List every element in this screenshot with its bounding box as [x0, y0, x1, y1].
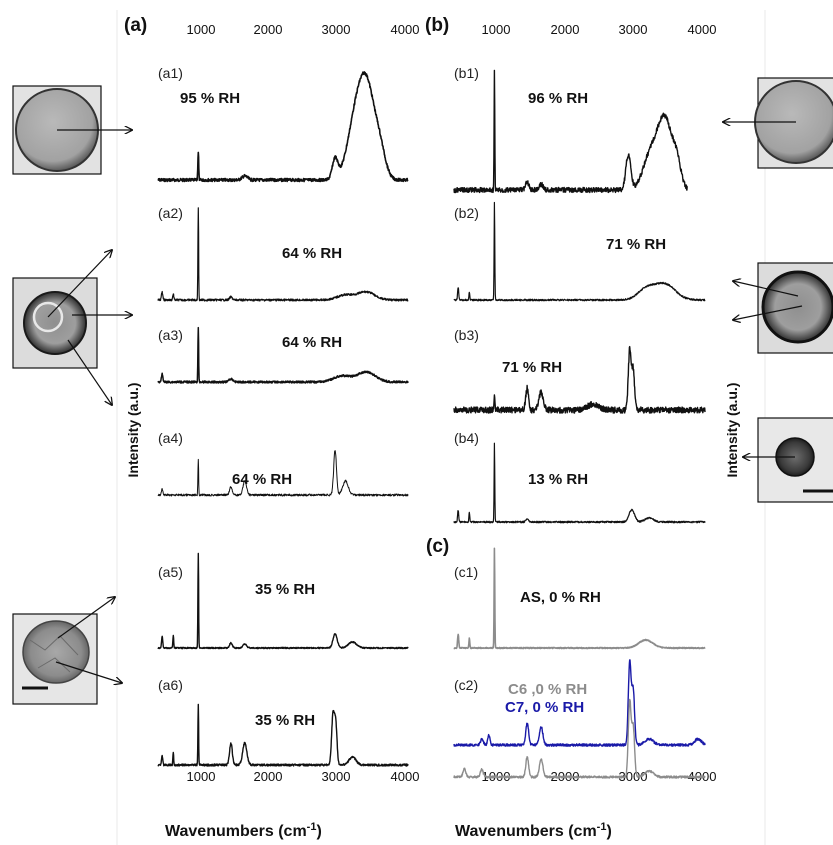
rh-label-b3: 71 % RH	[502, 359, 562, 376]
bottom-tick-labels-a: 1000 2000 3000 4000	[187, 769, 420, 784]
sub-label-b4: (b4)	[454, 430, 479, 446]
arrow-icon	[55, 661, 122, 683]
micrograph-droplet-71rh	[757, 262, 833, 354]
arrow-icon	[57, 597, 115, 639]
rh-label-a5: 35 % RH	[255, 581, 315, 598]
tick-label: 3000	[322, 769, 351, 784]
rh-label-b1: 96 % RH	[528, 90, 588, 107]
rh-label-a1: 95 % RH	[180, 90, 240, 107]
y-axis-title-right: Intensity (a.u.)	[724, 383, 740, 478]
rh-label-a4: 64 % RH	[232, 471, 292, 488]
rh-label-a6: 35 % RH	[255, 712, 315, 729]
x-axis-title-left: Wavenumbers (cm-1)	[165, 821, 322, 840]
tick-label: 2000	[254, 22, 283, 37]
spectrum-c2-blue	[453, 659, 706, 747]
rh-label-b4: 13 % RH	[528, 471, 588, 488]
spectrum-a2	[157, 207, 409, 302]
spectra-layer	[157, 69, 706, 779]
tick-label: 2000	[551, 22, 580, 37]
top-tick-labels-b: 1000 2000 3000 4000	[482, 22, 717, 37]
panel-letter-b: (b)	[425, 15, 449, 36]
rh-label-c6: C6 ,0 % RH	[508, 681, 587, 698]
arrow-icon	[733, 281, 799, 297]
sub-label-a4: (a4)	[158, 430, 183, 446]
micrograph-particle-13rh	[757, 417, 833, 503]
sub-label-a5: (a5)	[158, 564, 183, 580]
spectrum-a3	[157, 326, 409, 384]
tick-label: 3000	[322, 22, 351, 37]
arrow-icon	[733, 305, 803, 320]
rh-label-b2: 71 % RH	[606, 236, 666, 253]
micrograph-droplet-64rh	[12, 277, 98, 369]
spectrum-a5	[157, 552, 409, 650]
tick-label: 4000	[391, 22, 420, 37]
sub-label-b1: (b1)	[454, 65, 479, 81]
sub-label-a3: (a3)	[158, 327, 183, 343]
micrograph-particle-35rh	[12, 613, 98, 705]
sub-label-c1: (c1)	[454, 564, 478, 580]
spectrum-a6	[157, 703, 409, 767]
rh-label-a2: 64 % RH	[282, 245, 342, 262]
tick-label: 4000	[688, 22, 717, 37]
spectrum-b1	[453, 69, 688, 194]
sub-label-b2: (b2)	[454, 205, 479, 221]
tick-label: 2000	[254, 769, 283, 784]
spectrum-b4	[453, 442, 706, 524]
tick-label: 4000	[391, 769, 420, 784]
rh-label-a3: 64 % RH	[282, 334, 342, 351]
arrow-icon	[47, 250, 112, 318]
arrow-icon	[67, 339, 112, 405]
sub-label-b3: (b3)	[454, 327, 479, 343]
sub-label-a2: (a2)	[158, 205, 183, 221]
tick-label: 1000	[187, 22, 216, 37]
y-axis-title-left: Intensity (a.u.)	[125, 383, 141, 478]
rh-label-c7: C7, 0 % RH	[505, 699, 584, 716]
panel-letter-c: (c)	[426, 536, 449, 557]
tick-label: 1000	[187, 769, 216, 784]
sub-label-c2: (c2)	[454, 677, 478, 693]
sub-label-a1: (a1)	[158, 65, 183, 81]
panel-letter-a: (a)	[124, 15, 147, 36]
spectrum-c1	[453, 547, 706, 650]
micrograph-droplet-96rh	[754, 77, 833, 169]
spectrum-a1	[157, 71, 409, 183]
rh-label-c1: AS, 0 % RH	[520, 589, 601, 606]
spectrum-b3	[453, 345, 706, 414]
top-tick-labels-a: 1000 2000 3000 4000	[187, 22, 420, 37]
tick-label: 1000	[482, 22, 511, 37]
spectrum-a4	[157, 450, 409, 497]
x-axis-title-right: Wavenumbers (cm-1)	[455, 821, 612, 840]
spectrum-c2-gray	[453, 698, 706, 779]
spectrum-b2	[453, 201, 706, 302]
sub-label-a6: (a6)	[158, 677, 183, 693]
tick-label: 3000	[619, 22, 648, 37]
